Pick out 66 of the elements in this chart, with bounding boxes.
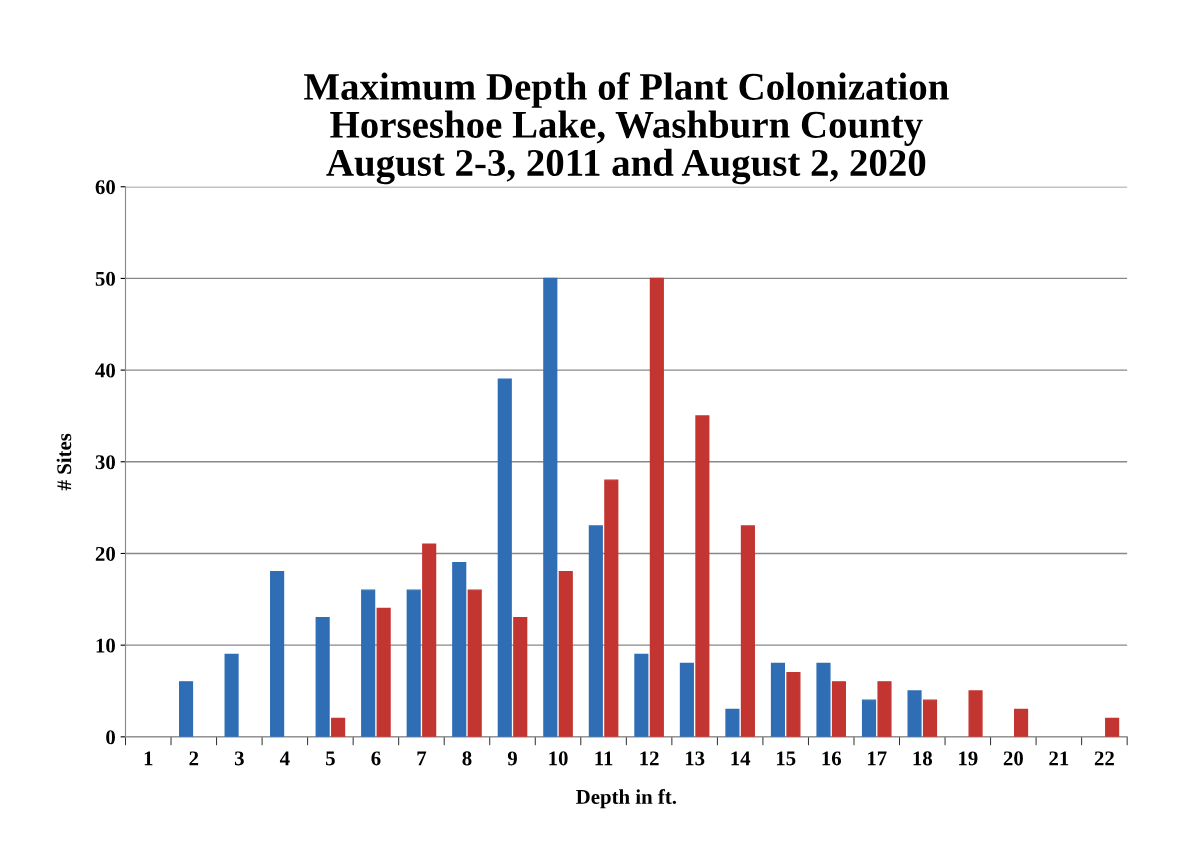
bar bbox=[679, 662, 694, 737]
x-tick-label: 19 bbox=[959, 751, 978, 766]
x-tick-label: 9 bbox=[507, 751, 517, 766]
x-tick-label: 10 bbox=[549, 751, 568, 766]
bar bbox=[725, 708, 740, 737]
bar bbox=[178, 681, 194, 737]
x-tick-label: 20 bbox=[1003, 751, 1023, 766]
bar bbox=[604, 479, 619, 737]
bar bbox=[649, 277, 664, 737]
x-tick-label: 6 bbox=[371, 751, 381, 766]
bar bbox=[406, 589, 421, 737]
bar bbox=[315, 616, 330, 737]
y-tick-label: 50 bbox=[95, 271, 115, 286]
bar bbox=[422, 543, 437, 737]
bar bbox=[270, 571, 285, 737]
y-tick-label: 0 bbox=[106, 730, 115, 745]
y-tick-label: 60 bbox=[95, 180, 115, 195]
bar bbox=[877, 681, 892, 737]
x-tick-label: 3 bbox=[234, 751, 244, 766]
bar bbox=[831, 681, 847, 737]
x-tick-label: 14 bbox=[731, 751, 751, 766]
chart-title: Maximum Depth of Plant Colonization Horseshoe Lake, Washburn County August 2-3, 2011 and August 2, 2020 bbox=[304, 72, 949, 185]
x-tick-label: 4 bbox=[279, 751, 290, 766]
bar bbox=[513, 616, 528, 737]
x-tick-label: 8 bbox=[462, 751, 472, 766]
x-tick-label: 21 bbox=[1049, 751, 1069, 766]
x-axis-title: Depth in ft. bbox=[576, 789, 677, 809]
x-tick-label: 17 bbox=[868, 751, 887, 766]
x-tick-label: 15 bbox=[776, 751, 796, 766]
bar bbox=[968, 690, 983, 737]
x-tick-label: 7 bbox=[417, 751, 427, 766]
bar bbox=[922, 699, 938, 737]
bar bbox=[224, 653, 239, 737]
bar bbox=[1014, 708, 1029, 737]
bar bbox=[907, 690, 922, 737]
x-tick-label: 22 bbox=[1094, 751, 1114, 766]
x-tick-label: 2 bbox=[189, 751, 199, 766]
bar bbox=[770, 662, 786, 737]
bar bbox=[740, 525, 755, 737]
bar bbox=[695, 415, 710, 737]
x-tick-label: 1 bbox=[144, 751, 153, 766]
bar bbox=[361, 589, 376, 737]
bar bbox=[543, 277, 558, 737]
bar bbox=[816, 662, 831, 737]
bar bbox=[786, 671, 801, 737]
bar bbox=[497, 378, 512, 737]
bar bbox=[467, 589, 482, 737]
y-tick-label: 20 bbox=[95, 546, 115, 561]
x-tick-label: 18 bbox=[913, 751, 933, 766]
y-tick-label: 30 bbox=[95, 455, 115, 470]
y-tick-label: 40 bbox=[95, 363, 115, 378]
bar bbox=[861, 699, 877, 737]
x-tick-label: 13 bbox=[685, 751, 705, 766]
y-tick-label: 10 bbox=[96, 638, 115, 653]
y-axis-title: # Sites bbox=[56, 433, 72, 491]
bar bbox=[1105, 717, 1120, 737]
bar bbox=[558, 571, 573, 737]
x-tick-label: 16 bbox=[822, 751, 842, 766]
x-tick-label: 12 bbox=[640, 751, 659, 766]
bar bbox=[376, 607, 391, 737]
x-tick-label: 5 bbox=[326, 751, 335, 766]
bar bbox=[331, 717, 346, 737]
bar bbox=[634, 653, 649, 737]
bar bbox=[452, 561, 467, 737]
x-tick-label: 11 bbox=[595, 751, 613, 766]
bar bbox=[588, 525, 603, 737]
